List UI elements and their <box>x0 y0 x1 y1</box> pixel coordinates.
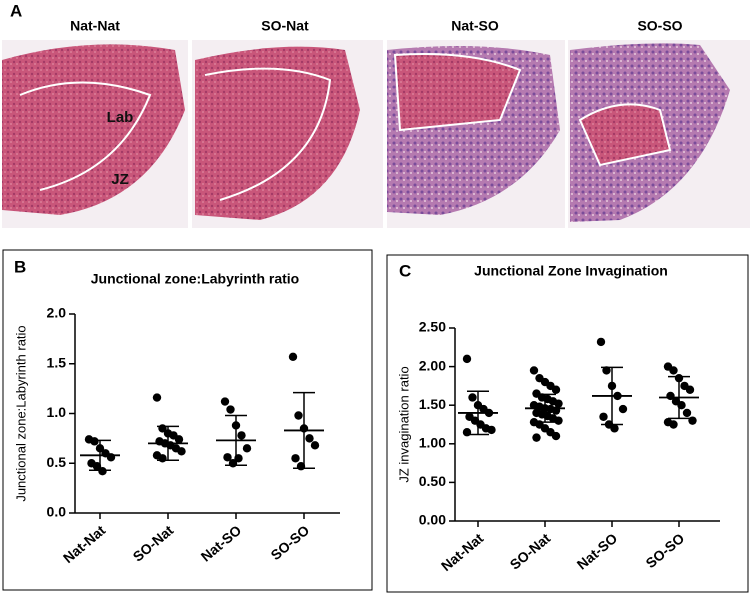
data-point <box>462 354 472 364</box>
data-point <box>468 393 477 402</box>
x-tick-label: Nat-SO <box>574 530 621 573</box>
image-title: Nat-SO <box>451 18 499 34</box>
x-tick-label: SO-Nat <box>130 522 177 565</box>
data-point <box>599 412 608 421</box>
y-tick-label: 1.00 <box>419 435 446 451</box>
data-point <box>223 453 232 462</box>
data-point <box>554 399 563 408</box>
boundary <box>19 81 152 191</box>
data-point <box>596 337 606 347</box>
histology-strip <box>2 40 750 228</box>
x-tick-label: Nat-Nat <box>438 530 487 574</box>
data-point <box>551 385 561 394</box>
image-title: SO-Nat <box>261 18 309 34</box>
data-point <box>554 416 563 425</box>
y-tick-label: 0.00 <box>419 512 446 528</box>
boundary <box>204 67 332 201</box>
y-axis-title: JZ invagination ratio <box>396 366 411 482</box>
x-tick-label: SO-SO <box>267 522 312 563</box>
data-point <box>487 425 496 435</box>
data-point <box>669 420 678 429</box>
data-point <box>610 424 619 433</box>
y-tick-label: 1.0 <box>47 404 67 420</box>
chart-title: Junctional zone:Labyrinth ratio <box>91 271 299 287</box>
y-tick-label: 2.0 <box>47 305 67 321</box>
data-point <box>177 447 186 456</box>
data-point <box>90 437 99 446</box>
annotation: Lab <box>107 109 134 126</box>
x-tick-label: Nat-SO <box>198 522 245 565</box>
data-point <box>226 405 235 414</box>
data-point <box>551 431 561 441</box>
y-tick-label: 2.50 <box>419 319 446 335</box>
data-point <box>688 416 697 425</box>
y-tick-label: 0.0 <box>47 504 67 520</box>
data-point <box>152 393 162 402</box>
image-title: SO-SO <box>637 18 682 34</box>
y-tick-label: 0.50 <box>419 473 446 489</box>
image-title: Nat-Nat <box>70 18 120 34</box>
y-tick-label: 2.00 <box>419 357 446 373</box>
panel-label: A <box>10 1 22 20</box>
data-point <box>158 454 167 463</box>
data-point <box>682 408 692 418</box>
panel-label: C <box>399 261 411 280</box>
data-point <box>288 352 298 361</box>
data-point <box>310 441 320 450</box>
panel-label: B <box>14 257 26 276</box>
data-point <box>669 366 678 375</box>
data-point <box>618 404 628 414</box>
y-axis-title: Junctional zone:Labyrinth ratio <box>13 325 28 501</box>
panel-frame <box>2 249 373 591</box>
data-point <box>532 433 541 442</box>
data-point <box>174 435 184 444</box>
data-point <box>685 385 695 394</box>
y-tick-label: 1.5 <box>47 354 67 370</box>
tissue <box>195 46 360 221</box>
panel-frame <box>386 254 749 593</box>
labyrinth <box>393 53 522 132</box>
x-tick-label: SO-Nat <box>507 530 554 573</box>
data-point <box>529 366 539 375</box>
x-tick-label: SO-SO <box>642 530 687 571</box>
y-tick-label: 0.5 <box>47 454 67 470</box>
data-point <box>237 431 246 440</box>
y-tick-label: 1.50 <box>419 396 446 412</box>
data-point <box>291 454 300 463</box>
data-point <box>106 453 116 462</box>
data-point <box>92 462 102 471</box>
data-point <box>602 366 611 375</box>
labyrinth <box>578 103 672 167</box>
data-point <box>220 397 230 406</box>
data-point <box>305 434 314 443</box>
data-point <box>242 444 252 453</box>
chart-title: Junctional Zone Invagination <box>474 263 668 279</box>
data-point <box>294 411 303 420</box>
annotation: JZ <box>111 171 129 188</box>
x-tick-label: Nat-Nat <box>60 522 109 566</box>
